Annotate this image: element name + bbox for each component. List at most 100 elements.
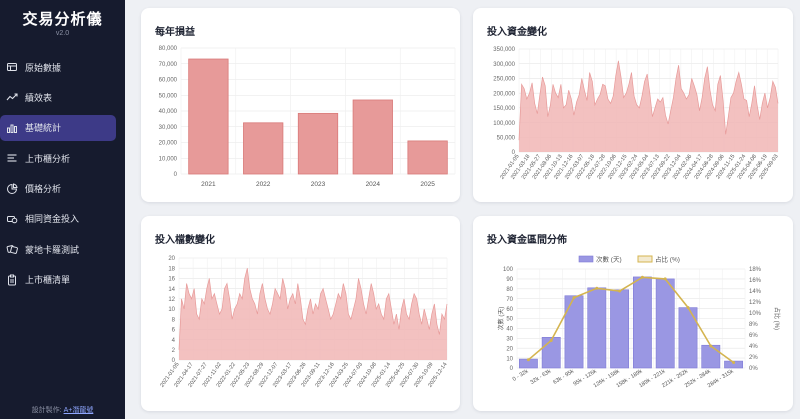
y-tick-label: 14 [168,287,175,293]
legend-label-count: 次數 (天) [596,255,622,264]
y2-tick-label: 12% [749,300,762,306]
trend-icon [6,91,18,103]
sidebar: 交易分析儀 v2.0 原始數據 績效表 基礎統計 上市櫃分析 價格分析 相同資金投入 蒙地卡… [0,0,125,419]
card-title-capital: 投入資金變化 [487,27,547,38]
bar-2025 [407,140,448,175]
y-tick-label: 10 [506,356,513,362]
bar-2024 [352,99,393,175]
y-tick-label: 80 [506,287,513,293]
x-tick-label: 63k - 95k [552,369,575,386]
pie-icon [6,182,18,195]
y-tick-label: 350,000 [493,47,515,53]
y-tick-label: 20 [506,346,513,352]
sidebar-item-bar-chart[interactable]: 基礎統計 [0,114,116,141]
series-line [518,60,779,141]
y-tick-label: 0 [512,150,516,156]
coins-icon [6,213,18,225]
y-tick-label: 60,000 [159,78,178,84]
pct-point [595,286,599,290]
bar-158k-189k [632,276,652,369]
sidebar-item-clipboard[interactable]: 上市櫃清單 [0,267,117,293]
y2-tick-label: 18% [749,267,762,273]
y-tick-label: 4 [172,338,176,344]
y-tick-label: 50,000 [497,135,516,141]
y-tick-label: 250,000 [493,77,515,83]
list-icon [6,152,18,164]
y-tick-label: 0 [174,172,178,178]
bar-chart-icon [6,122,18,134]
bar-2022 [243,122,284,175]
sidebar-item-label: 相同資金投入 [25,214,80,225]
y2-tick-label: 10% [749,311,762,317]
pct-point [732,361,736,364]
distribution-chart: 0 10 20 30 40 50 60 70 80 90 100 0% 2% 4% 6% 8% 10% 12% 14… [497,255,781,390]
y-tick-label: 8 [172,317,176,323]
sidebar-item-label: 績效表 [25,92,53,103]
y2-tick-label: 16% [749,278,762,284]
legend-swatch-pct [637,255,653,263]
y2-axis-title: 占比 (%) [773,307,781,330]
pct-point [640,275,644,279]
yearly-pnl-chart: 0 10,000 20,000 30,000 40,000 50,000 60,000 70,… [159,46,456,188]
x-tick-label: 32k - 63k [530,369,553,386]
capital-chart: 0 50,000 100,000 150,000 200,000 250,000 300,0… [493,47,779,180]
y-tick-label: 10 [168,307,175,313]
y-tick-label: 80,000 [159,46,178,52]
pct-point [526,358,530,362]
bar-126k-158k [610,289,630,369]
y-tick-label: 70,000 [159,62,178,68]
y-tick-label: 0 [172,358,176,364]
y-tick-label: 16 [168,277,175,283]
sidebar-item-table[interactable]: 原始數據 [0,54,117,80]
y-tick-label: 2 [172,348,176,354]
y-tick-label: 200,000 [493,91,515,97]
sidebar-item-trend[interactable]: 績效表 [0,84,117,110]
clipboard-icon [6,274,18,286]
sidebar-item-label: 原始數據 [25,62,62,73]
sidebar-item-list[interactable]: 上市櫃分析 [0,145,117,171]
y-tick-label: 30,000 [159,125,178,131]
sidebar-item-pie[interactable]: 價格分析 [0,176,117,202]
bar-221k-252k [678,307,698,369]
footer-author-link[interactable]: A+潛龍號 [63,407,94,414]
pct-point [686,306,690,309]
chart-card-positions: 投入檔數變化 0 2 4 6 8 10 12 14 16 18 20 2021-01-05 2021-0… [141,216,460,411]
y-tick-label: 0 [510,366,514,372]
y2-tick-label: 6% [749,333,758,339]
bar-252k-284k [701,344,721,369]
area-fill [519,60,778,152]
y-tick-label: 100 [503,267,514,273]
y2-tick-label: 4% [749,344,758,350]
pct-line [527,276,735,364]
chart-card-yearly-pnl: 每年損益 0 10,000 20,000 30,000 40,000 50,000 60,0… [141,8,460,202]
y-tick-label: 50 [506,317,513,323]
bar-95k-126k [587,287,607,369]
x-tick-label: 2024 [366,181,381,188]
y-tick-label: 50,000 [159,93,178,99]
y-tick-label: 12 [168,297,175,303]
series-line [178,268,448,350]
sidebar-item-label: 上市櫃分析 [25,153,71,164]
card-title-yearly-pnl: 每年損益 [155,27,195,38]
sidebar-item-dice[interactable]: 蒙地卡羅測試 [0,236,117,262]
y-tick-label: 40,000 [159,109,178,115]
sidebar-item-coins[interactable]: 相同資金投入 [0,206,117,232]
legend-swatch-count [578,255,594,263]
y2-tick-label: 8% [749,322,758,328]
chart-card-capital: 投入資金變化 0 50,000 100,000 150,000 200,000 250,0… [473,8,793,202]
positions-chart: 024681012141618202021-01-052021-04-17202… [159,256,448,388]
app-title: 交易分析儀 [22,11,103,28]
y2-tick-label: 2% [749,355,758,361]
footer-prefix: 設計製作: [31,407,64,414]
sidebar-item-label: 上市櫃清單 [25,275,71,286]
bar-189k-221k [655,278,675,369]
x-tick-label: 2025 [420,181,435,188]
card-title-positions: 投入檔數變化 [155,235,215,246]
pct-point [572,296,576,300]
y-tick-label: 18 [168,266,175,272]
y-tick-label: 100,000 [493,121,515,127]
y-tick-label: 6 [172,328,176,334]
y-tick-label: 20,000 [159,141,178,147]
pct-point [549,339,553,342]
sidebar-item-label: 基礎統計 [25,123,62,134]
